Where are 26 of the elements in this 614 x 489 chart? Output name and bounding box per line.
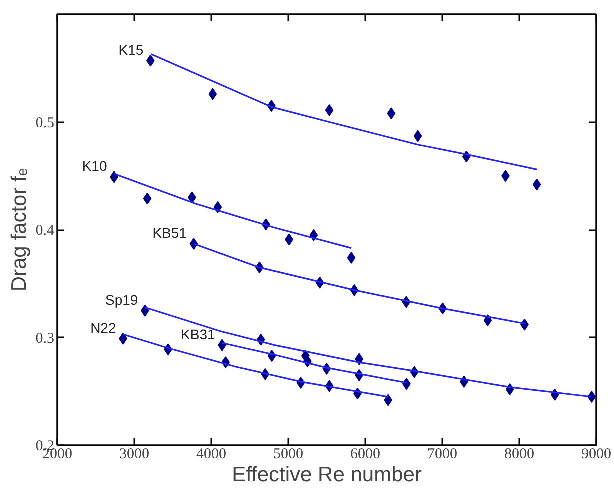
y-tick-label: 0.3 xyxy=(36,330,54,347)
x-tick-label: 8000 xyxy=(504,446,534,462)
point xyxy=(347,252,356,264)
series-label: K15 xyxy=(118,42,144,58)
series-label: N22 xyxy=(90,320,116,336)
y-tick-label: 0.5 xyxy=(36,115,54,132)
x-tick-label: 6000 xyxy=(350,446,380,462)
y-tick-label: 0.4 xyxy=(36,223,55,239)
x-tick-label: 7000 xyxy=(428,446,458,462)
x-tick-label: 5000 xyxy=(274,446,304,462)
x-tick-label: 3000 xyxy=(120,446,150,462)
x-tick-label: 9000 xyxy=(582,446,612,462)
series-label: Sp19 xyxy=(106,292,138,308)
point xyxy=(208,88,218,100)
point xyxy=(532,178,542,191)
point xyxy=(414,130,422,142)
point xyxy=(325,104,334,116)
x-axis-title: Effective Re number xyxy=(232,464,422,486)
point xyxy=(143,192,152,205)
series-label: KB31 xyxy=(181,326,216,342)
y-axis-title: Drag factor fₑ xyxy=(8,168,31,292)
point xyxy=(387,108,396,120)
series-label: K10 xyxy=(82,158,108,174)
x-tick-label: 2000 xyxy=(42,446,72,462)
x-tick-label: 4000 xyxy=(196,446,226,462)
series-label: KB51 xyxy=(152,225,188,242)
